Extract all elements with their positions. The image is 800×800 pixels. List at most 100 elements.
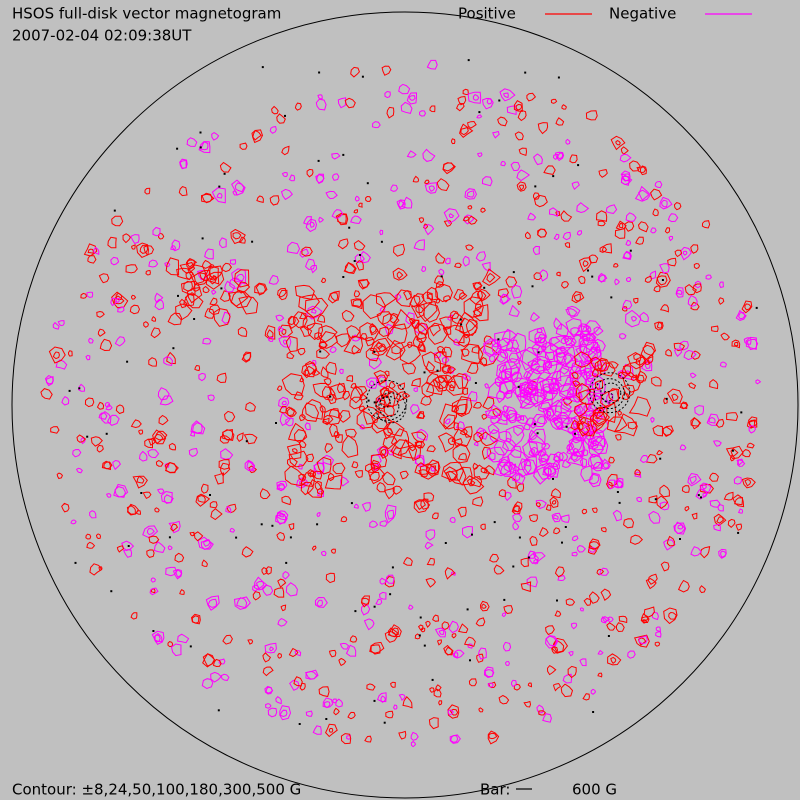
dot bbox=[251, 240, 254, 243]
contour bbox=[443, 374, 453, 384]
contour bbox=[533, 272, 543, 281]
contour bbox=[442, 364, 452, 374]
contour bbox=[516, 181, 527, 192]
contour bbox=[527, 365, 552, 384]
contour bbox=[565, 138, 571, 145]
dot bbox=[152, 630, 155, 632]
contour bbox=[516, 169, 531, 182]
contour bbox=[735, 309, 747, 321]
contour bbox=[384, 90, 391, 99]
contour bbox=[167, 641, 174, 648]
contour bbox=[542, 713, 552, 723]
contour bbox=[584, 377, 594, 386]
contour bbox=[391, 308, 415, 330]
sunspot-contour bbox=[366, 379, 408, 421]
contour bbox=[513, 501, 523, 513]
contour bbox=[566, 305, 581, 319]
dot bbox=[436, 369, 439, 372]
contour bbox=[640, 341, 657, 361]
contour bbox=[610, 656, 617, 665]
contour bbox=[220, 673, 230, 681]
contour bbox=[588, 591, 600, 604]
contour bbox=[649, 270, 657, 280]
contour bbox=[304, 365, 316, 378]
dot bbox=[329, 395, 332, 398]
contour bbox=[281, 495, 292, 506]
dot bbox=[316, 523, 319, 526]
contour bbox=[664, 227, 671, 234]
contour bbox=[528, 434, 547, 458]
contour bbox=[481, 603, 487, 609]
contour bbox=[522, 441, 539, 459]
contour bbox=[520, 458, 537, 476]
contour bbox=[530, 311, 541, 322]
contour bbox=[393, 704, 398, 710]
contour bbox=[659, 484, 670, 498]
contour bbox=[482, 396, 495, 410]
contour bbox=[608, 456, 615, 464]
contour bbox=[286, 407, 297, 418]
contour bbox=[636, 496, 643, 503]
contour bbox=[328, 649, 337, 658]
contour bbox=[220, 448, 234, 460]
contour bbox=[487, 682, 494, 688]
contour bbox=[349, 396, 363, 410]
contour bbox=[376, 311, 393, 325]
contour bbox=[460, 348, 470, 358]
contour bbox=[621, 393, 630, 401]
contour bbox=[88, 337, 94, 344]
contour bbox=[164, 461, 179, 473]
contour bbox=[415, 441, 423, 449]
dot bbox=[78, 387, 81, 390]
sunspot-contour bbox=[600, 382, 622, 404]
contour bbox=[508, 352, 519, 363]
contour bbox=[584, 403, 592, 410]
contour bbox=[700, 482, 712, 493]
contour bbox=[317, 94, 323, 100]
contour bbox=[727, 518, 736, 528]
contour bbox=[188, 447, 199, 457]
contour bbox=[582, 693, 590, 701]
contour bbox=[746, 442, 755, 449]
contour bbox=[548, 336, 561, 347]
contour bbox=[532, 245, 541, 256]
contour bbox=[369, 641, 385, 654]
contour bbox=[409, 444, 417, 452]
contour bbox=[413, 387, 418, 393]
contour bbox=[277, 326, 284, 332]
contour bbox=[410, 303, 425, 319]
contour bbox=[305, 218, 318, 233]
contour bbox=[289, 679, 300, 691]
contour bbox=[579, 658, 587, 667]
sunspot-contour bbox=[601, 390, 613, 402]
contour bbox=[448, 383, 455, 392]
contour bbox=[443, 220, 453, 227]
contour bbox=[238, 296, 259, 315]
dot bbox=[537, 351, 540, 354]
contour bbox=[517, 300, 522, 306]
contour bbox=[455, 420, 465, 430]
contour bbox=[391, 627, 399, 636]
contour bbox=[241, 546, 254, 558]
contour bbox=[394, 293, 402, 302]
contour bbox=[294, 649, 302, 657]
contour bbox=[462, 372, 469, 380]
contour bbox=[396, 199, 406, 210]
contour bbox=[551, 512, 562, 523]
contour bbox=[424, 182, 438, 194]
contour bbox=[56, 472, 63, 480]
contour bbox=[359, 250, 371, 264]
contour bbox=[281, 145, 290, 156]
contour bbox=[553, 514, 559, 520]
contour bbox=[351, 344, 361, 355]
contour bbox=[515, 391, 533, 409]
contour bbox=[384, 323, 394, 336]
contour bbox=[339, 368, 344, 375]
dot bbox=[607, 635, 610, 637]
contour bbox=[463, 426, 473, 438]
contour bbox=[320, 366, 329, 379]
contour bbox=[748, 424, 757, 434]
contour bbox=[736, 458, 744, 466]
contour bbox=[416, 428, 429, 441]
sunspot-contour bbox=[379, 396, 391, 408]
